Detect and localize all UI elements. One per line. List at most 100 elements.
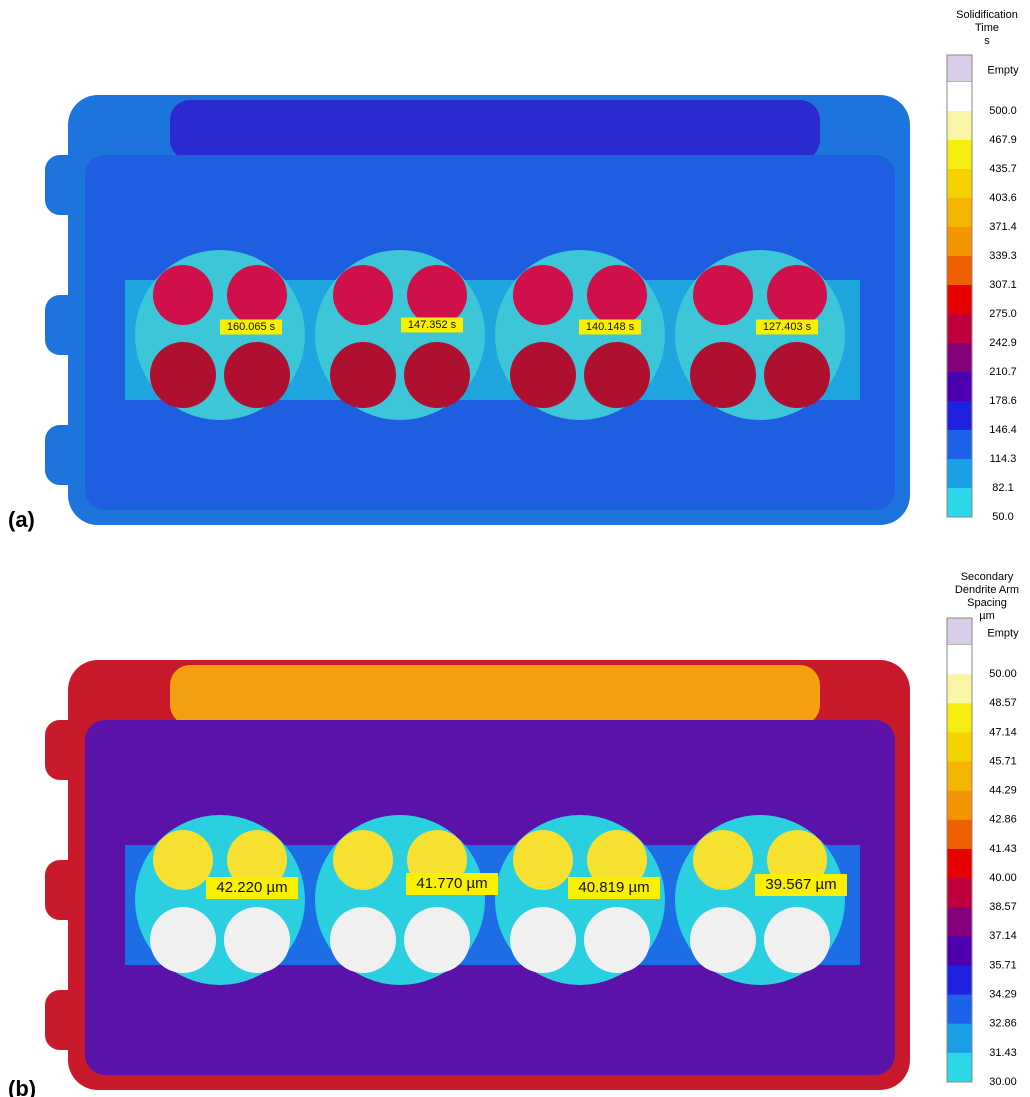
annotation-box [401, 317, 463, 333]
legend-title: Time [975, 22, 999, 34]
annotation-box [579, 319, 641, 335]
legend-band [947, 761, 972, 792]
legend-band [947, 488, 972, 518]
part-top [170, 665, 820, 725]
legend-title: Secondary [961, 571, 1014, 583]
annotation: 40.819 µm [578, 879, 649, 896]
legend-band [947, 343, 972, 373]
port-upper [587, 830, 647, 890]
annotation-box [406, 873, 498, 895]
annotation-box [756, 319, 818, 335]
panel-label: (b) [8, 1076, 36, 1097]
port-lower [764, 907, 830, 973]
legend-label: 41.43 [989, 843, 1017, 855]
legend-band [947, 645, 972, 675]
legend-band [947, 372, 972, 402]
port-upper [693, 265, 753, 325]
annotation: 160.065 s [227, 321, 276, 333]
legend-band [947, 878, 972, 908]
boss [45, 720, 85, 780]
legend-title: Dendrite Arm [955, 584, 1019, 596]
legend-frame [946, 54, 973, 518]
port-lower [764, 342, 830, 408]
legend-label: 50.00 [989, 668, 1017, 680]
boss [45, 155, 85, 215]
panel: 42.220 µm 41.770 µm 40.819 µm 39.567 µm (b) S… [8, 571, 1019, 1097]
legend-band [947, 674, 972, 704]
part-top [170, 100, 820, 160]
port-upper [693, 830, 753, 890]
legend-label: 242.9 [989, 337, 1017, 349]
annotation-box [220, 319, 282, 335]
legend-label: 307.1 [989, 279, 1017, 291]
legend-empty-label: Empty [987, 64, 1019, 76]
legend-label: 35.71 [989, 959, 1017, 971]
legend-label: 178.6 [989, 395, 1017, 407]
port-lower [150, 907, 216, 973]
legend-band [947, 198, 972, 228]
legend-band [947, 401, 972, 431]
port-upper [153, 830, 213, 890]
legend-label: 50.0 [992, 511, 1013, 523]
port-upper [767, 265, 827, 325]
legend-label: 146.4 [989, 424, 1017, 436]
port-lower [224, 907, 290, 973]
boss [45, 860, 85, 920]
port-lower [584, 342, 650, 408]
legend-label: 32.86 [989, 1018, 1017, 1030]
legend-label: 40.00 [989, 872, 1017, 884]
legend-band [947, 994, 972, 1025]
port-upper [513, 830, 573, 890]
legend-label: 114.3 [990, 453, 1017, 465]
legend-label: 44.29 [989, 785, 1017, 797]
legend-label: 82.1 [992, 482, 1013, 494]
port-upper [227, 265, 287, 325]
annotation-box [206, 877, 298, 899]
legend-empty [946, 54, 973, 83]
port-upper [333, 830, 393, 890]
legend-label: 31.43 [989, 1047, 1017, 1059]
port-lower [330, 907, 396, 973]
port-lower [510, 907, 576, 973]
legend-title: µm [979, 610, 995, 622]
legend-label: 38.57 [989, 901, 1017, 913]
legend-band [947, 965, 972, 996]
legend-label: 435.7 [989, 163, 1017, 175]
boss [45, 295, 85, 355]
legend-label: 339.3 [989, 250, 1017, 262]
port-upper [227, 830, 287, 890]
port-upper [333, 265, 393, 325]
port-lower [404, 907, 470, 973]
annotation-box [568, 877, 660, 899]
legend-band [947, 227, 972, 257]
legend-label: 275.0 [989, 308, 1017, 320]
legend-band [947, 790, 972, 821]
port-lower [584, 907, 650, 973]
legend-label: 30.00 [989, 1076, 1017, 1088]
legend-band [947, 459, 972, 489]
annotation: 39.567 µm [765, 876, 836, 893]
legend-band [947, 936, 972, 966]
legend-label: 37.14 [989, 930, 1017, 942]
legend-band [947, 430, 972, 460]
port-upper [153, 265, 213, 325]
legend-band [947, 1023, 972, 1054]
legend-label: 467.9 [989, 134, 1017, 146]
legend-band [947, 848, 972, 879]
legend-label: 210.7 [989, 366, 1017, 378]
legend-label: 45.71 [989, 755, 1017, 767]
port-lower [690, 907, 756, 973]
legend-band [947, 82, 972, 112]
port-lower [404, 342, 470, 408]
annotation: 147.352 s [408, 319, 457, 331]
legend-empty [946, 617, 973, 646]
legend-title: Solidification [956, 9, 1018, 21]
legend-label: 403.6 [989, 192, 1017, 204]
port-upper [587, 265, 647, 325]
legend-band [947, 256, 972, 286]
annotation: 42.220 µm [216, 879, 287, 896]
port-lower [690, 342, 756, 408]
legend-label: 500.0 [989, 105, 1017, 117]
legend-band [947, 285, 972, 315]
boss [45, 425, 85, 485]
